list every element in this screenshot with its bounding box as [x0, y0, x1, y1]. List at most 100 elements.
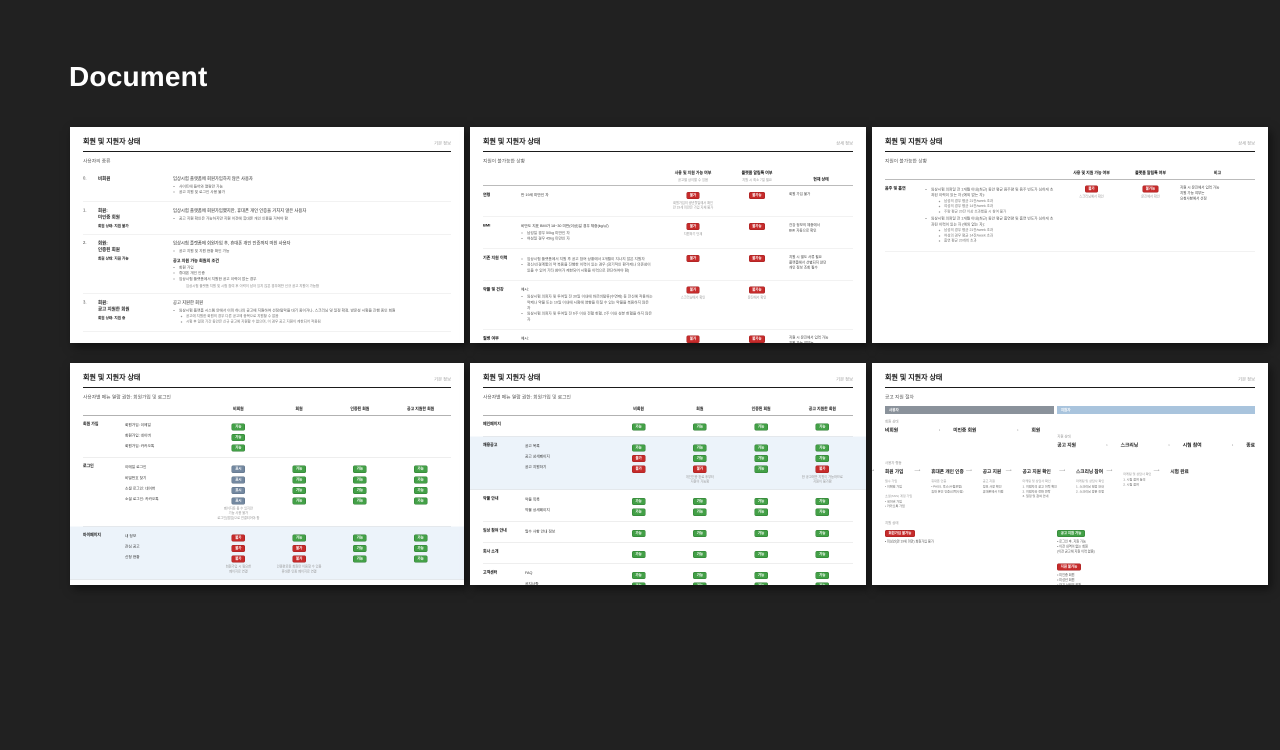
status-badge: 불가능 [748, 254, 766, 262]
flow-section: 사용자 행동 회원 가입 필수 가입 • 이메일 가입 [872, 460, 1255, 509]
menu-label: 회원가입: 이메일 [125, 422, 151, 428]
group-name: 임상 참여 안내 [483, 527, 507, 533]
status-badge: 가능 [292, 497, 306, 505]
matrix-row: 회원가입: 네이버 가능 [125, 432, 451, 442]
bullet-item: 사이트에 들어와 열람만 가능 [179, 184, 451, 190]
row-number: 2. [83, 240, 87, 246]
slide-permission-matrix-2[interactable]: 회원 및 지원자 상태 기본 정보 사용자별 메뉴 열람 권한: 회원가입 및 … [470, 363, 866, 585]
notification-cell: 불가능 문진에서 확인 [725, 335, 789, 343]
permission-cell: 불가 한 공고에만 지원이 가능하므로 지원이 불가함 [792, 463, 853, 484]
state-step: 공고 지원 [1057, 442, 1076, 449]
flow-step: 마케팅 및 상담사 확인 1. 시험 참여 동의 2. 시험 참여 [1106, 468, 1151, 488]
matrix-row: FAQ 가능 [525, 569, 853, 579]
status-badge: 가능 [815, 498, 829, 506]
matrix-row: 회원가입: 카카오톡 가능 [125, 442, 451, 452]
availability-cell: 불가 스크리닝에서 확인 [661, 286, 725, 301]
permission-cell: 가능 [269, 484, 330, 494]
permission-cell: 가능 [208, 432, 269, 442]
column-header: 플랫폼 알림톡 여부 지원 시 최소 7일 필요 [741, 170, 773, 183]
slide-permission-matrix-1[interactable]: 회원 및 지원자 상태 기본 정보 사용자별 메뉴 열람 권한: 회원가입 및 … [70, 363, 464, 585]
permission-cell: 가능 [608, 580, 669, 585]
column-header: 비고 [1213, 170, 1222, 176]
menu-group: 회사 소개 가능 [483, 543, 853, 564]
slide-corner-label: 기본 정보 [434, 376, 451, 382]
matrix-row: 소셜 로그인: 네이버 표시 [125, 484, 451, 494]
permission-cell: 불가 [208, 543, 269, 553]
status-badge: 가능 [231, 434, 245, 442]
current-state-cell: 건강 정보의 체중에서 BMI 자동으로 확인 [789, 223, 820, 233]
current-state-cell: 지원 시 문진에서 입력 가능 지원 가능 여부는 요청사항에서 확인 [789, 336, 829, 343]
group-rows: 이메일 로그인 표시 [125, 462, 451, 521]
eligibility-block: 공고 지원 가능 • 로그인 후, 지원 가능 • 이전 내역이 없는 회원 (… [1057, 527, 1255, 554]
status-badge: 불가 [686, 254, 700, 262]
eligibility-caption: 지원 상태 [885, 521, 899, 525]
remark-cell: 지원 시 문진에서 입력 가능 지원 가능 여부는 요청사항에서 선정 [1180, 186, 1220, 201]
flow-step-details: 휴대폰 인증 • PASS, 토스(수협은행) 휴대 본인 인증(선택사항) [931, 479, 964, 495]
bullet-text: 임상시험 의뢰일 전 1개월 이내(최근) 동안 평균 흡연량 및 흡연 빈도가… [931, 216, 1054, 227]
permission-cell: 가능 [731, 421, 792, 431]
slide-apply-process[interactable]: 회원 및 지원자 상태 기본 정보 공고 지원 절차 사용자 지원자 회원 상태… [872, 363, 1268, 585]
bullet-item: 임상시험 의뢰자 및 투여일 전 30일 이내에 바르비탈류(수면제) 등 전신… [527, 294, 653, 311]
bullet-item: 임상시험 의뢰일 전 1개월 이내(최근) 동안 평균 음주량 및 음주 빈도가… [931, 187, 1054, 215]
status-badge: 가능 [292, 476, 306, 484]
permission-cell [390, 421, 451, 430]
group-name: 약물 안내 [483, 496, 499, 501]
slide-disqualify-table-2[interactable]: 회원 및 지원자 상태 상세 정보 지원이 불가능한 상황 사용 및 지원 가능… [872, 127, 1268, 343]
slide-subtitle: 사용자별 메뉴 열람 권한: 회원가입 및 로그인 [483, 394, 571, 401]
status-badge: 가능 [815, 529, 829, 537]
slide-content: 회원 및 지원자 상태 기본 정보 사용자의 종류 0. 비회원 임상시험 플랫… [70, 127, 464, 341]
permission-cell [330, 421, 391, 430]
status-badge: 불가 [231, 545, 245, 553]
bullet-list: 공고 지원 및 지원 현황 확인 가능 [173, 248, 451, 254]
slide-disqualify-table[interactable]: 회원 및 지원자 상태 상세 정보 지원이 불가능한 상황 사용 및 지원 가능… [470, 127, 866, 343]
bullet-item: 공고 지원 확인은 가능하지만 지원 이전에 휴대폰 개인 인증을 거쳐야 함 [179, 215, 451, 221]
table-row: BMI 비만도 지표 BMI가 18~30 미만(이상)일 경우 체중(kg/㎡… [483, 217, 853, 249]
menu-group: 로그인 이메일 로그인 표시 [83, 458, 451, 527]
matrix-row: 가능 가능 [525, 421, 853, 431]
menu-label: 공지사항 [525, 581, 539, 585]
status-badge: 불가능 [748, 286, 766, 294]
member-state-label: 회원 상태: 지원 불가 [98, 223, 129, 229]
eligibility-lines: • 미인증 회원 • 미성년 회원 • 대기 상태의 회원 (이전 공고에 지원… [1057, 573, 1081, 585]
group-rows: 필수 사항 안내 정보 가능 [525, 526, 853, 538]
permission-cell: 가능 [731, 548, 792, 558]
status-badge: 불가 [686, 335, 700, 343]
bullet-list: 임상시험 플랫폼에서 지원 후 공고 참여 상황에서 3개월이 지나지 않은 지… [521, 256, 653, 273]
status-badge: 가능 [815, 571, 829, 579]
slide-user-types[interactable]: 회원 및 지원자 상태 기본 정보 사용자의 종류 0. 비회원 임상시험 플랫… [70, 127, 464, 343]
menu-label: 약물 상세페이지 [525, 507, 550, 513]
matrix-row: 회원가입: 이메일 가능 [125, 421, 451, 431]
table-row: 연령 만 19세 미만인 자 불가 회원가입의 생년월일에서 확인 만 19세 … [483, 186, 853, 217]
status-badge: 불가능 [748, 222, 766, 230]
row-description: 임상시험 플랫폼에서 지원 후 공고 참여 상황에서 3개월이 지나지 않은 지… [521, 255, 661, 274]
row-number: 1. [83, 207, 87, 213]
matrix-row: 약물 상세페이지 가능 [525, 506, 853, 516]
column-header: 인증된 회원 [350, 406, 370, 412]
slide-content: 회원 및 지원자 상태 기본 정보 사용자별 메뉴 열람 권한: 회원가입 및 … [70, 363, 464, 585]
slide-header: 회원 및 지원자 상태 기본 정보 [885, 372, 1255, 388]
availability-cell: 불가 스크리닝에서 확인 [661, 335, 725, 343]
flow-step: 회원 가입 필수 가입 • 이메일 가입 소셜(SNS) 계정 가입 [872, 468, 912, 509]
permission-cell: 가능 [608, 496, 669, 506]
status-badge: 표시 [231, 465, 245, 473]
availability-cell: 불가 회원가입의 생년월일에서 확인 만 19세 미만은 가입 자체 불가 [661, 192, 725, 210]
permission-cell: 가능 [330, 484, 391, 494]
notification-cell: 불가능 문진에서 확인 [725, 286, 789, 301]
status-badge: 가능 [292, 465, 306, 473]
permission-cell: 불가 개인인증 완료 후부터 지원이 가능함 [669, 463, 730, 484]
user-type-row: 1. 회원: 미인증 회원 회원 상태: 지원 불가 임상시험 플랫폼에 회원가… [83, 202, 451, 235]
status-badge: 불가 [686, 222, 700, 230]
flow-caption: 사용자 행동 [885, 461, 902, 466]
row-description: 예시: 임상시험 의뢰자 및 투여일 전 30일 이내에 바르비탈류(수면제) … [521, 287, 661, 324]
condition-item: 임상시험 플랫폼에서 지원한 공고 이력이 없는 경우 [179, 276, 451, 282]
table-row: 기존 지원 이력 임상시험 플랫폼에서 지원 후 공고 참여 상황에서 3개월이… [483, 249, 853, 281]
status-badge: 불가 [631, 465, 646, 473]
user-type-name-line1: 회원: [98, 300, 108, 305]
phase-bars: 사용자 지원자 [885, 406, 1255, 414]
slide-header: 회원 및 지원자 상태 기본 정보 [83, 136, 451, 152]
flow-detail-caption: 마케팅 및 상담사 확인 [1076, 479, 1105, 484]
table-row: 질병 여부 예시: 최근 질환에 병력이 있거나 현재 치료 중인 선천성 질환… [483, 330, 853, 343]
menu-label: 공고 지원하기 [525, 464, 547, 470]
group-rows: 내 정보 불가 [125, 531, 451, 575]
status-badge: 가능 [815, 455, 829, 463]
